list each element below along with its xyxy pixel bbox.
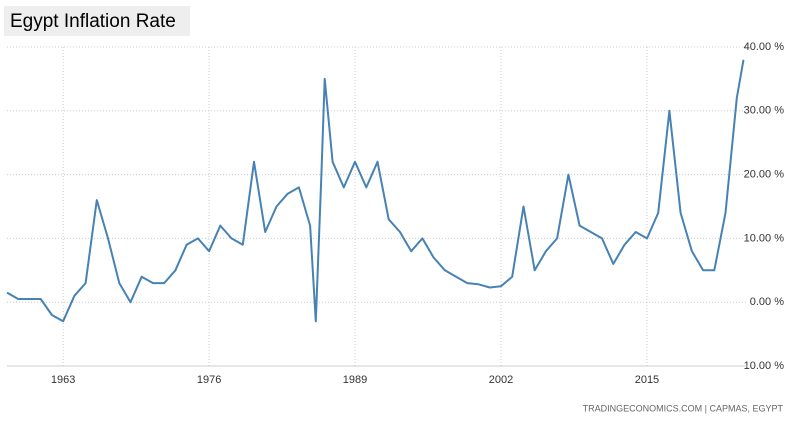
title-box: [4, 6, 190, 36]
x-tick-label: 2015: [635, 374, 659, 386]
y-tick-label: 10.00 %: [744, 232, 785, 244]
x-tick-label: 2002: [489, 374, 513, 386]
y-tick-label: -10.00 %: [740, 360, 784, 372]
y-tick-label: 40.00 %: [744, 41, 785, 53]
y-tick-label: 30.00 %: [744, 105, 785, 117]
y-tick-label: 0.00 %: [750, 296, 784, 308]
chart-title: Egypt Inflation Rate: [10, 11, 176, 32]
y-tick-label: 20.00 %: [744, 169, 785, 181]
x-tick-label: 1989: [343, 374, 367, 386]
source: TRADINGECONOMICS.COM | CAPMAS, EGYPT: [583, 403, 784, 413]
x-tick-label: 1963: [51, 374, 75, 386]
x-tick-label: 1976: [197, 374, 221, 386]
data-line: [6, 59, 745, 323]
